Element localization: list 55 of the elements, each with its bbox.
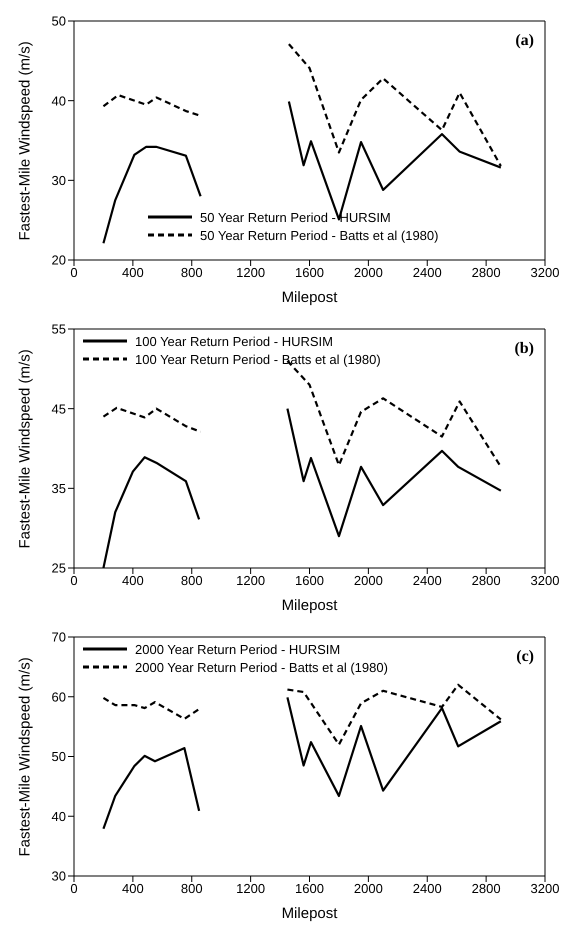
x-tick-label: 1600 bbox=[295, 573, 324, 588]
y-tick-label: 50 bbox=[52, 749, 66, 764]
y-axis-title: Fastest-Mile Windspeed (m/s) bbox=[16, 349, 34, 548]
legend-label: 2000 Year Return Period - Batts et al (1980) bbox=[135, 660, 388, 674]
annotation: (a) bbox=[515, 32, 534, 50]
x-tick-label: 2000 bbox=[354, 881, 383, 896]
x-tick-label: 3200 bbox=[530, 265, 560, 280]
x-axis-title: Milepost bbox=[282, 597, 338, 614]
x-tick-label: 2400 bbox=[412, 265, 442, 280]
y-tick-label: 35 bbox=[52, 480, 66, 496]
y-tick-label: 70 bbox=[52, 630, 66, 645]
legend-label: 100 Year Return Period - Batts et al (1980) bbox=[135, 352, 381, 366]
x-tick-label: 2800 bbox=[472, 265, 501, 280]
x-tick-label: 3200 bbox=[530, 573, 560, 588]
legend-label: 2000 Year Return Period - HURSIM bbox=[135, 642, 340, 656]
x-tick-label: 2800 bbox=[472, 573, 501, 588]
y-tick-label: 45 bbox=[52, 401, 66, 416]
x-tick-label: 1600 bbox=[295, 265, 324, 280]
x-tick-label: 1600 bbox=[295, 881, 324, 896]
x-axis-title: Milepost bbox=[282, 289, 338, 306]
y-tick-label: 40 bbox=[52, 93, 66, 108]
x-tick-label: 400 bbox=[122, 573, 144, 588]
legend-label: 50 Year Return Period - HURSIM bbox=[200, 210, 391, 224]
y-tick-label: 40 bbox=[52, 808, 66, 824]
y-tick-label: 55 bbox=[52, 322, 66, 337]
y-tick-label: 30 bbox=[52, 868, 66, 884]
x-tick-label: 400 bbox=[122, 881, 144, 896]
x-tick-label: 1200 bbox=[236, 573, 266, 588]
x-tick-label: 2000 bbox=[354, 573, 383, 588]
x-tick-label: 1200 bbox=[236, 265, 266, 280]
x-tick-label: 3200 bbox=[530, 881, 560, 896]
legend-label: 100 Year Return Period - HURSIM bbox=[135, 334, 333, 348]
x-tick-label: 0 bbox=[70, 265, 78, 280]
x-tick-label: 2400 bbox=[412, 573, 442, 588]
x-tick-label: 800 bbox=[180, 265, 203, 280]
x-tick-label: 0 bbox=[70, 881, 78, 896]
x-tick-label: 0 bbox=[70, 573, 78, 588]
x-tick-label: 800 bbox=[180, 573, 203, 588]
x-tick-label: 400 bbox=[122, 265, 144, 280]
x-tick-label: 1200 bbox=[236, 881, 266, 896]
annotation: (b) bbox=[514, 340, 534, 358]
x-tick-label: 800 bbox=[180, 881, 203, 896]
x-axis-title: Milepost bbox=[282, 905, 338, 922]
y-tick-label: 60 bbox=[52, 689, 66, 704]
y-tick-label: 20 bbox=[52, 252, 66, 268]
x-tick-label: 2000 bbox=[354, 265, 383, 280]
x-tick-label: 2400 bbox=[412, 881, 442, 896]
legend-label: 50 Year Return Period - Batts et al (1980) bbox=[200, 228, 438, 242]
x-tick-label: 2800 bbox=[472, 881, 501, 896]
y-axis-title: Fastest-Mile Windspeed (m/s) bbox=[16, 41, 34, 240]
y-tick-label: 25 bbox=[52, 560, 66, 576]
y-axis-title: Fastest-Mile Windspeed (m/s) bbox=[16, 657, 34, 856]
y-tick-label: 50 bbox=[52, 14, 66, 29]
annotation: (c) bbox=[516, 648, 534, 666]
y-tick-label: 30 bbox=[52, 172, 66, 188]
